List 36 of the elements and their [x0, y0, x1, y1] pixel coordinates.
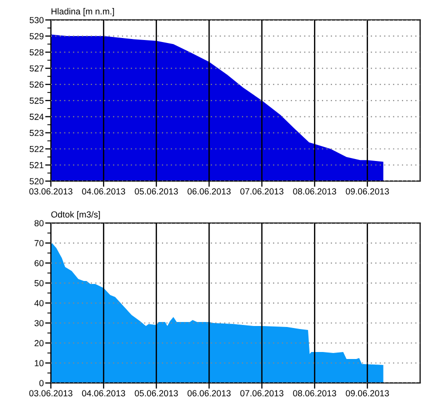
x-tick-label: 08.06.2013 — [293, 390, 336, 396]
y-tick-label: 528 — [30, 49, 44, 56]
y-tick-label: 0 — [39, 380, 44, 386]
y-tick-label: 520 — [30, 178, 44, 184]
y-tick-label: 530 — [30, 17, 44, 24]
x-tick-label: 05.06.2013 — [134, 390, 178, 396]
y-tick-label: 40 — [34, 300, 44, 306]
y-tick-label: 525 — [30, 98, 44, 104]
x-tick-label: 03.06.2013 — [29, 390, 72, 396]
x-tick-label: 06.06.2013 — [188, 188, 231, 194]
y-tick-label: 60 — [34, 260, 44, 266]
x-tick-label: 09.06.2013 — [346, 188, 389, 194]
x-tick-label: 04.06.2013 — [82, 390, 126, 396]
y-tick-label: 529 — [30, 33, 44, 40]
x-tick-label: 05.06.2013 — [134, 188, 178, 194]
y-tick-label: 526 — [30, 81, 44, 88]
y-tick-label: 50 — [34, 280, 44, 286]
x-tick-label: 04.06.2013 — [82, 188, 126, 194]
y-tick-label: 527 — [30, 65, 44, 72]
y-tick-label: 521 — [30, 162, 44, 168]
y-tick-label: 522 — [30, 146, 44, 152]
y-tick-label: 70 — [34, 240, 44, 246]
y-tick-label: 20 — [34, 340, 44, 346]
chart-title: Hladina [m n.m.] — [52, 8, 114, 16]
y-tick-label: 30 — [34, 320, 44, 326]
x-tick-label: 03.06.2013 — [29, 188, 72, 194]
y-tick-label: 80 — [34, 220, 44, 226]
y-tick-label: 524 — [30, 114, 44, 120]
y-tick-label: 523 — [30, 130, 44, 136]
chart-title: Odtok [m3/s] — [51, 211, 100, 220]
x-tick-label: 09.06.2013 — [346, 390, 389, 396]
x-tick-label: 06.06.2013 — [188, 390, 231, 396]
y-tick-label: 10 — [34, 360, 44, 366]
x-tick-label: 07.06.2013 — [240, 188, 284, 194]
x-tick-label: 07.06.2013 — [240, 390, 284, 396]
x-tick-label: 08.06.2013 — [293, 188, 336, 194]
